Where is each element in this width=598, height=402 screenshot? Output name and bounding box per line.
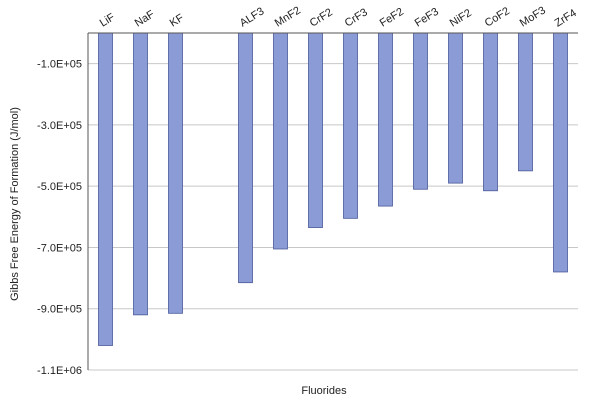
y-tick-label: -5.0E+05 <box>37 181 82 193</box>
category-label: ALF3 <box>238 5 267 29</box>
gridlines <box>88 63 578 371</box>
category-label: ZrF4 <box>553 7 579 29</box>
y-tick-label: -3.0E+05 <box>37 120 82 132</box>
bar <box>168 32 183 314</box>
bar <box>448 32 463 184</box>
y-tick-label: -9.0E+05 <box>37 304 82 316</box>
y-axis-title: Gibbs Free Energy of Formation (J/mol) <box>9 107 21 301</box>
category-label: CoF2 <box>483 5 512 29</box>
bars <box>98 32 568 346</box>
bar <box>308 32 323 228</box>
bar <box>98 32 113 346</box>
category-label: LiF <box>98 11 118 29</box>
y-tick-label: -7.0E+05 <box>37 242 82 254</box>
category-label: MoF3 <box>518 4 548 29</box>
category-label: NiF2 <box>448 7 474 29</box>
bar <box>343 32 358 219</box>
bar <box>518 32 533 172</box>
category-labels: LiF NaF KF ALF3 MnF2 CrF2 CrF3 FeF2 FeF3 NiF2 CoF2… <box>98 4 579 29</box>
category-label: FeF2 <box>378 6 406 30</box>
bar <box>483 32 498 192</box>
category-label: FeF3 <box>413 6 441 30</box>
bar <box>413 32 428 190</box>
x-axis-title: Fluorides <box>301 385 347 397</box>
category-label: CrF2 <box>308 6 335 29</box>
category-label: MnF2 <box>273 4 303 29</box>
category-label: NaF <box>133 8 157 29</box>
bar <box>133 32 148 316</box>
category-label: KF <box>168 12 187 30</box>
axes <box>87 32 578 370</box>
bar <box>273 32 288 250</box>
y-tick-labels: -1.0E+05 -3.0E+05 -5.0E+05 -7.0E+05 -9.0E+05… <box>37 59 82 377</box>
bar <box>238 32 253 284</box>
bar <box>378 32 393 207</box>
y-tick-label: -1.1E+06 <box>37 365 82 377</box>
y-tick-label: -1.0E+05 <box>37 59 82 71</box>
category-label: CrF3 <box>343 6 370 29</box>
bar <box>553 32 568 273</box>
